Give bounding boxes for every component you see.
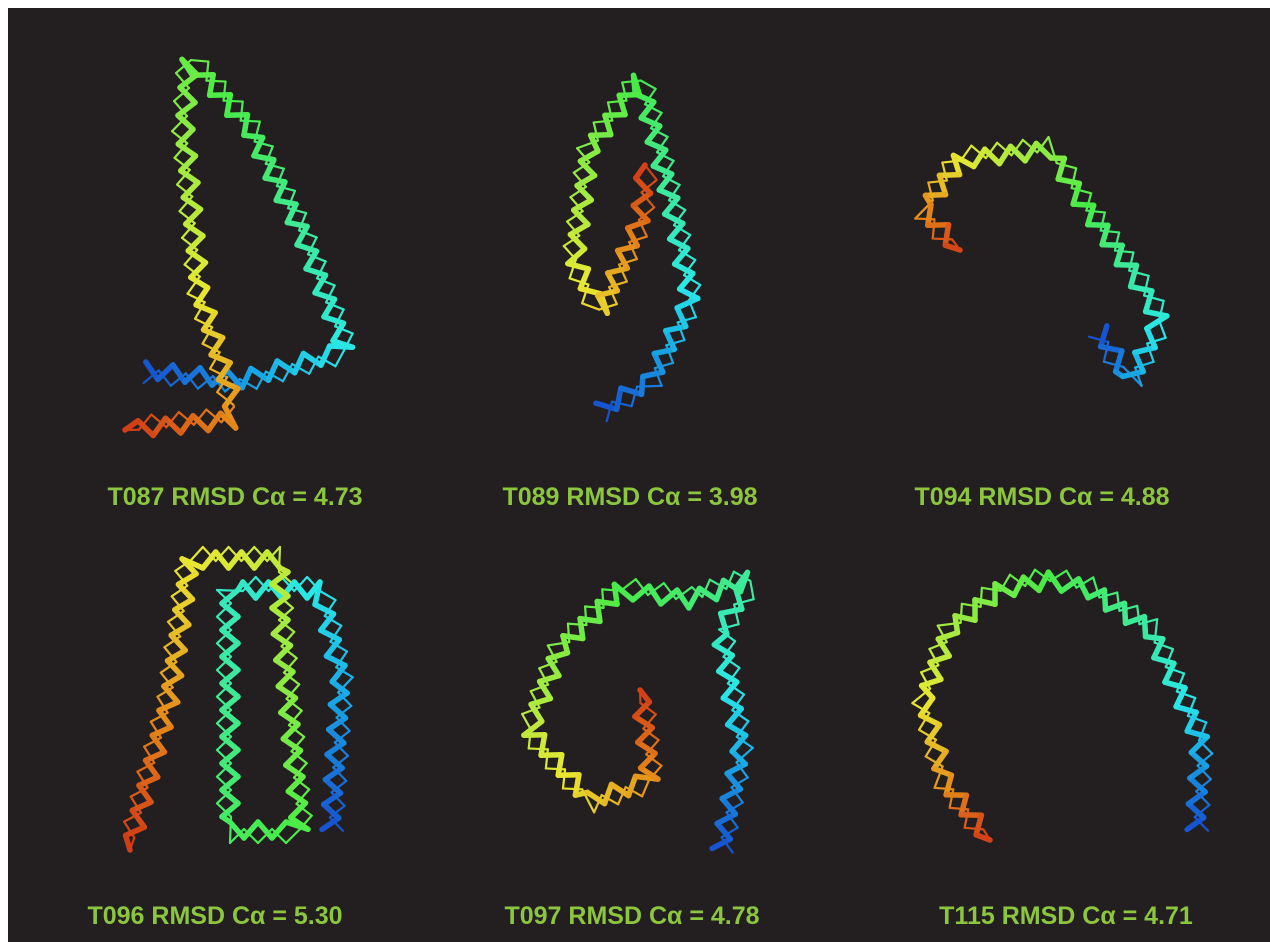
backbone-segment: [928, 205, 931, 226]
panel-label: T087 RMSD Cα = 4.73: [107, 483, 362, 511]
page: T087 RMSD Cα = 4.73 T089 RMSD Cα = 3.98 …: [0, 0, 1270, 942]
backbone-segment: [241, 121, 260, 122]
panel-label: T089 RMSD Cα = 3.98: [502, 483, 757, 511]
backbone-segment: [529, 748, 548, 749]
backbone-segment: [287, 222, 307, 226]
backbone-segment: [191, 60, 208, 61]
panel-label: T094 RMSD Cα = 4.88: [914, 483, 1169, 511]
backbone-segment: [619, 95, 639, 96]
panel-label: T097 RMSD Cα = 4.78: [504, 902, 759, 930]
backbone-segment: [915, 219, 934, 220]
backbone-segment: [244, 135, 263, 137]
backbone-segment: [254, 156, 274, 160]
panel-label: T115 RMSD Cα = 4.71: [939, 902, 1193, 930]
backbone-segment: [265, 178, 285, 182]
backbone-segment: [945, 225, 948, 246]
backbone-segment: [1104, 590, 1105, 610]
backbone-segment: [541, 735, 545, 755]
panel-label: T096 RMSD Cα = 5.30: [87, 902, 342, 930]
backbone-segment: [224, 101, 243, 102]
backbone-segment: [1088, 225, 1108, 226]
backbone-segment: [558, 755, 562, 775]
backbone-segment: [1144, 617, 1145, 637]
backbone-segment: [227, 95, 231, 115]
backbone-segment: [210, 75, 214, 95]
backbone-segment: [933, 239, 952, 240]
figure: T087 RMSD Cα = 4.73 T089 RMSD Cα = 3.98 …: [0, 0, 1270, 942]
backbone-segment: [244, 115, 248, 135]
backbone-segment: [1124, 603, 1125, 623]
backbone-segment: [1073, 204, 1094, 205]
backbone-segment: [1116, 265, 1136, 266]
background: [8, 8, 1270, 942]
backbone-segment: [276, 200, 296, 204]
backbone-segment: [206, 81, 225, 82]
backbone-segment: [1102, 245, 1122, 246]
backbone-segment: [928, 225, 949, 226]
backbone-segment: [939, 175, 959, 176]
backbone-segment: [591, 135, 611, 136]
backbone-segment: [605, 115, 625, 116]
backbone-segment: [563, 788, 582, 789]
backbone-segment: [546, 768, 565, 769]
